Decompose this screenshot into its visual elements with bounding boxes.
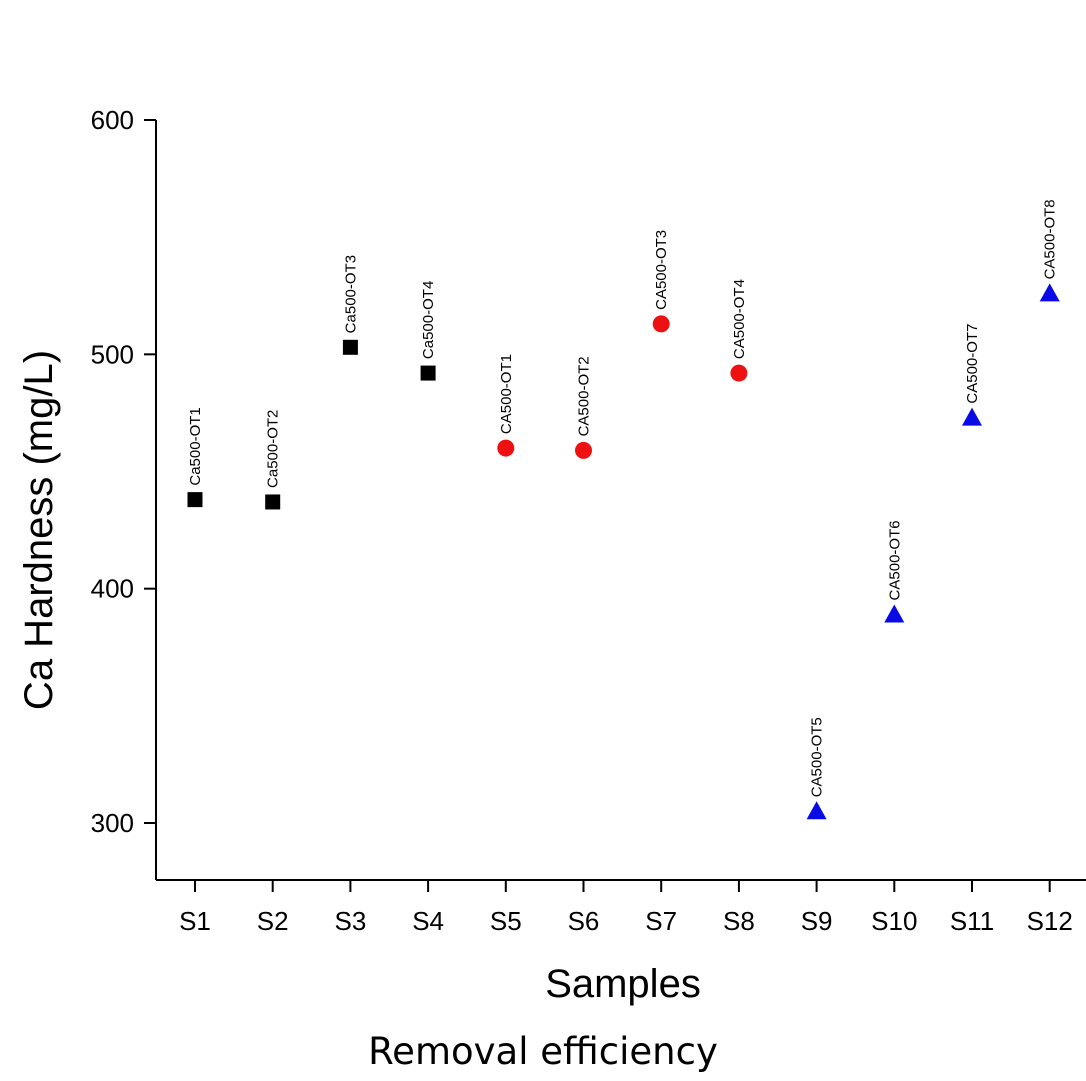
data-label: Ca500-OT2 bbox=[265, 410, 282, 488]
data-point-square bbox=[265, 494, 281, 510]
data-point-triangle bbox=[962, 407, 982, 426]
data-point-square bbox=[187, 492, 203, 508]
x-tick-label: S5 bbox=[490, 906, 522, 936]
y-tick-label: 400 bbox=[91, 574, 134, 604]
data-point-triangle bbox=[806, 801, 827, 820]
data-label: Ca500-OT4 bbox=[420, 281, 437, 359]
data-point-triangle bbox=[1039, 283, 1060, 302]
data-point-square bbox=[420, 365, 436, 381]
x-axis-title: Samples bbox=[545, 962, 701, 1006]
x-tick-label: S8 bbox=[723, 906, 755, 936]
point-labels: Ca500-OT1 Ca500-OT2 Ca500-OT3 Ca500-OT4 CA50… bbox=[187, 199, 1059, 797]
data-point-triangle bbox=[884, 604, 905, 623]
axes: 300 400 500 600 S1 S2 S3 S4 S5 S6 S7 S8 S9 S10 S11 S12 bbox=[91, 105, 1086, 936]
data-label: CA500-OT3 bbox=[653, 230, 670, 310]
y-tick-label: 300 bbox=[91, 808, 134, 838]
data-label: CA500-OT7 bbox=[964, 324, 981, 404]
x-tick-label: S10 bbox=[871, 906, 917, 936]
y-tick-label: 500 bbox=[91, 339, 134, 369]
data-label: Ca500-OT1 bbox=[187, 407, 204, 485]
x-tick-label: S12 bbox=[1027, 906, 1073, 936]
caption: Removal efficiency bbox=[368, 1030, 718, 1073]
x-tick-label: S1 bbox=[179, 906, 211, 936]
data-label: CA500-OT2 bbox=[576, 356, 593, 436]
data-label: CA500-OT6 bbox=[886, 520, 903, 600]
x-tick-label: S4 bbox=[412, 906, 444, 936]
data-point-circle bbox=[497, 439, 515, 457]
data-label: CA500-OT8 bbox=[1042, 199, 1059, 279]
data-point-circle bbox=[575, 441, 592, 459]
x-tick-label: S11 bbox=[950, 906, 994, 936]
data-points bbox=[187, 283, 1060, 820]
data-point-square bbox=[342, 339, 358, 355]
data-label: CA500-OT5 bbox=[809, 717, 826, 797]
data-label: CA500-OT1 bbox=[498, 354, 515, 434]
x-tick-label: S3 bbox=[334, 906, 366, 936]
y-tick-label: 600 bbox=[91, 105, 134, 135]
data-point-circle bbox=[652, 315, 670, 333]
x-tick-label: S7 bbox=[645, 906, 677, 936]
data-point-circle bbox=[730, 364, 748, 382]
data-label: Ca500-OT3 bbox=[342, 255, 359, 333]
x-tick-label: S2 bbox=[257, 906, 289, 936]
y-axis-title: Ca Hardness (mg/L) bbox=[17, 350, 61, 710]
data-label: CA500-OT4 bbox=[731, 279, 748, 359]
x-tick-label: S9 bbox=[801, 906, 833, 936]
x-tick-label: S6 bbox=[568, 906, 600, 936]
